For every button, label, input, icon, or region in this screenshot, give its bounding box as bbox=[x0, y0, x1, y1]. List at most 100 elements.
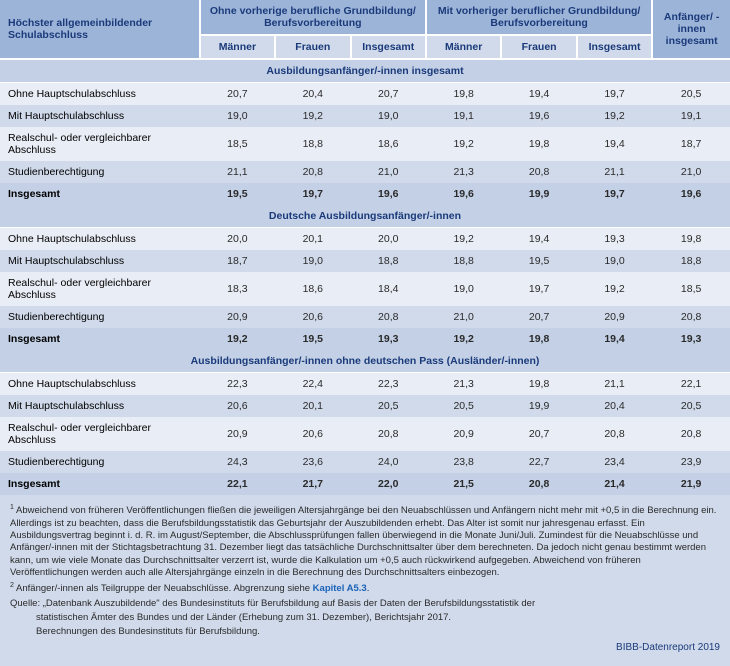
table-row: Ohne Hauptschulabschluss20,720,420,719,8… bbox=[0, 83, 730, 106]
data-cell: 19,2 bbox=[426, 228, 501, 251]
data-cell: 22,1 bbox=[652, 373, 730, 396]
subheader-insgesamt: Insgesamt bbox=[577, 35, 652, 59]
row-label: Realschul- oder vergleichbarer Abschluss bbox=[0, 272, 200, 306]
data-cell: 19,3 bbox=[577, 228, 652, 251]
data-cell: 23,4 bbox=[577, 451, 652, 473]
data-cell: 20,8 bbox=[501, 161, 576, 183]
data-cell: 20,0 bbox=[200, 228, 275, 251]
data-cell: 20,8 bbox=[275, 161, 350, 183]
data-cell: 20,6 bbox=[200, 395, 275, 417]
header-group-mit: Mit vorheriger beruflicher Grundbildung/… bbox=[426, 0, 652, 35]
chapter-reference-link[interactable]: Kapitel A5.3 bbox=[313, 583, 367, 594]
footnote-2: 2 Anfänger/-innen als Teilgruppe der Neu… bbox=[10, 581, 720, 596]
data-cell: 18,7 bbox=[200, 250, 275, 272]
source-credit: BIBB-Datenreport 2019 bbox=[10, 641, 720, 654]
table-row: Mit Hauptschulabschluss20,620,120,520,51… bbox=[0, 395, 730, 417]
data-cell: 21,1 bbox=[200, 161, 275, 183]
data-cell: 20,5 bbox=[351, 395, 426, 417]
row-label: Ohne Hauptschulabschluss bbox=[0, 83, 200, 106]
data-cell: 19,8 bbox=[426, 83, 501, 106]
data-cell: 19,6 bbox=[501, 105, 576, 127]
data-cell: 18,5 bbox=[200, 127, 275, 161]
row-label: Mit Hauptschulabschluss bbox=[0, 250, 200, 272]
data-cell: 19,0 bbox=[200, 105, 275, 127]
data-cell: 19,7 bbox=[577, 83, 652, 106]
data-cell: 23,8 bbox=[426, 451, 501, 473]
data-cell: 20,6 bbox=[275, 306, 350, 328]
header-rowlabel: Höchster allgemeinbildender Schulabschlu… bbox=[0, 0, 200, 59]
data-cell: 19,6 bbox=[426, 183, 501, 205]
data-cell: 20,5 bbox=[426, 395, 501, 417]
data-cell: 20,4 bbox=[275, 83, 350, 106]
data-cell: 18,8 bbox=[652, 250, 730, 272]
data-cell: 21,0 bbox=[652, 161, 730, 183]
data-cell: 20,8 bbox=[501, 473, 576, 495]
section-header: Ausbildungsanfänger/-innen ohne deutsche… bbox=[0, 350, 730, 373]
data-cell: 19,4 bbox=[501, 228, 576, 251]
footnote-2-text-c: . bbox=[367, 583, 370, 594]
row-label: Realschul- oder vergleichbarer Abschluss bbox=[0, 417, 200, 451]
footnotes-block: 1 Abweichend von früheren Veröffentlichu… bbox=[0, 495, 730, 666]
data-cell: 20,5 bbox=[652, 83, 730, 106]
data-cell: 22,3 bbox=[351, 373, 426, 396]
data-cell: 18,8 bbox=[275, 127, 350, 161]
subheader-insgesamt: Insgesamt bbox=[351, 35, 426, 59]
data-cell: 20,8 bbox=[577, 417, 652, 451]
table-container: Höchster allgemeinbildender Schulabschlu… bbox=[0, 0, 730, 666]
data-cell: 19,2 bbox=[577, 272, 652, 306]
data-cell: 22,7 bbox=[501, 451, 576, 473]
table-row: Ohne Hauptschulabschluss22,322,422,321,3… bbox=[0, 373, 730, 396]
data-table: Höchster allgemeinbildender Schulabschlu… bbox=[0, 0, 730, 495]
row-label: Ohne Hauptschulabschluss bbox=[0, 373, 200, 396]
row-label: Realschul- oder vergleichbarer Abschluss bbox=[0, 127, 200, 161]
data-cell: 20,8 bbox=[351, 417, 426, 451]
data-cell: 20,7 bbox=[501, 417, 576, 451]
data-cell: 19,5 bbox=[200, 183, 275, 205]
data-cell: 19,7 bbox=[501, 272, 576, 306]
data-cell: 21,9 bbox=[652, 473, 730, 495]
data-cell: 21,4 bbox=[577, 473, 652, 495]
data-cell: 19,2 bbox=[426, 127, 501, 161]
data-cell: 19,5 bbox=[501, 250, 576, 272]
data-cell: 23,9 bbox=[652, 451, 730, 473]
data-cell: 19,8 bbox=[652, 228, 730, 251]
row-label: Studienberechtigung bbox=[0, 451, 200, 473]
data-cell: 24,0 bbox=[351, 451, 426, 473]
data-cell: 18,8 bbox=[426, 250, 501, 272]
row-label: Insgesamt bbox=[0, 328, 200, 350]
data-cell: 20,7 bbox=[200, 83, 275, 106]
data-cell: 19,5 bbox=[275, 328, 350, 350]
data-cell: 20,1 bbox=[275, 395, 350, 417]
data-cell: 21,1 bbox=[577, 161, 652, 183]
data-cell: 20,1 bbox=[275, 228, 350, 251]
data-cell: 20,9 bbox=[577, 306, 652, 328]
row-label: Ohne Hauptschulabschluss bbox=[0, 228, 200, 251]
table-row: Ohne Hauptschulabschluss20,020,120,019,2… bbox=[0, 228, 730, 251]
data-cell: 19,6 bbox=[652, 183, 730, 205]
data-cell: 19,2 bbox=[200, 328, 275, 350]
row-label: Studienberechtigung bbox=[0, 161, 200, 183]
table-row: Insgesamt19,219,519,319,219,819,419,3 bbox=[0, 328, 730, 350]
header-group-total: Anfänger/ -innen insgesamt bbox=[652, 0, 730, 59]
table-row: Realschul- oder vergleichbarer Abschluss… bbox=[0, 417, 730, 451]
data-cell: 20,8 bbox=[652, 306, 730, 328]
data-cell: 20,0 bbox=[351, 228, 426, 251]
data-cell: 18,4 bbox=[351, 272, 426, 306]
data-cell: 19,4 bbox=[577, 328, 652, 350]
subheader-frauen: Frauen bbox=[275, 35, 350, 59]
data-cell: 18,8 bbox=[351, 250, 426, 272]
table-row: Studienberechtigung21,120,821,021,320,82… bbox=[0, 161, 730, 183]
data-cell: 19,7 bbox=[275, 183, 350, 205]
table-row: Realschul- oder vergleichbarer Abschluss… bbox=[0, 127, 730, 161]
data-cell: 21,5 bbox=[426, 473, 501, 495]
data-cell: 19,2 bbox=[577, 105, 652, 127]
table-body: Ausbildungsanfänger/-innen insgesamtOhne… bbox=[0, 59, 730, 495]
data-cell: 20,9 bbox=[200, 306, 275, 328]
data-cell: 23,6 bbox=[275, 451, 350, 473]
data-cell: 19,0 bbox=[275, 250, 350, 272]
data-cell: 22,0 bbox=[351, 473, 426, 495]
data-cell: 19,0 bbox=[351, 105, 426, 127]
data-cell: 22,1 bbox=[200, 473, 275, 495]
data-cell: 19,4 bbox=[501, 83, 576, 106]
data-cell: 19,4 bbox=[577, 127, 652, 161]
